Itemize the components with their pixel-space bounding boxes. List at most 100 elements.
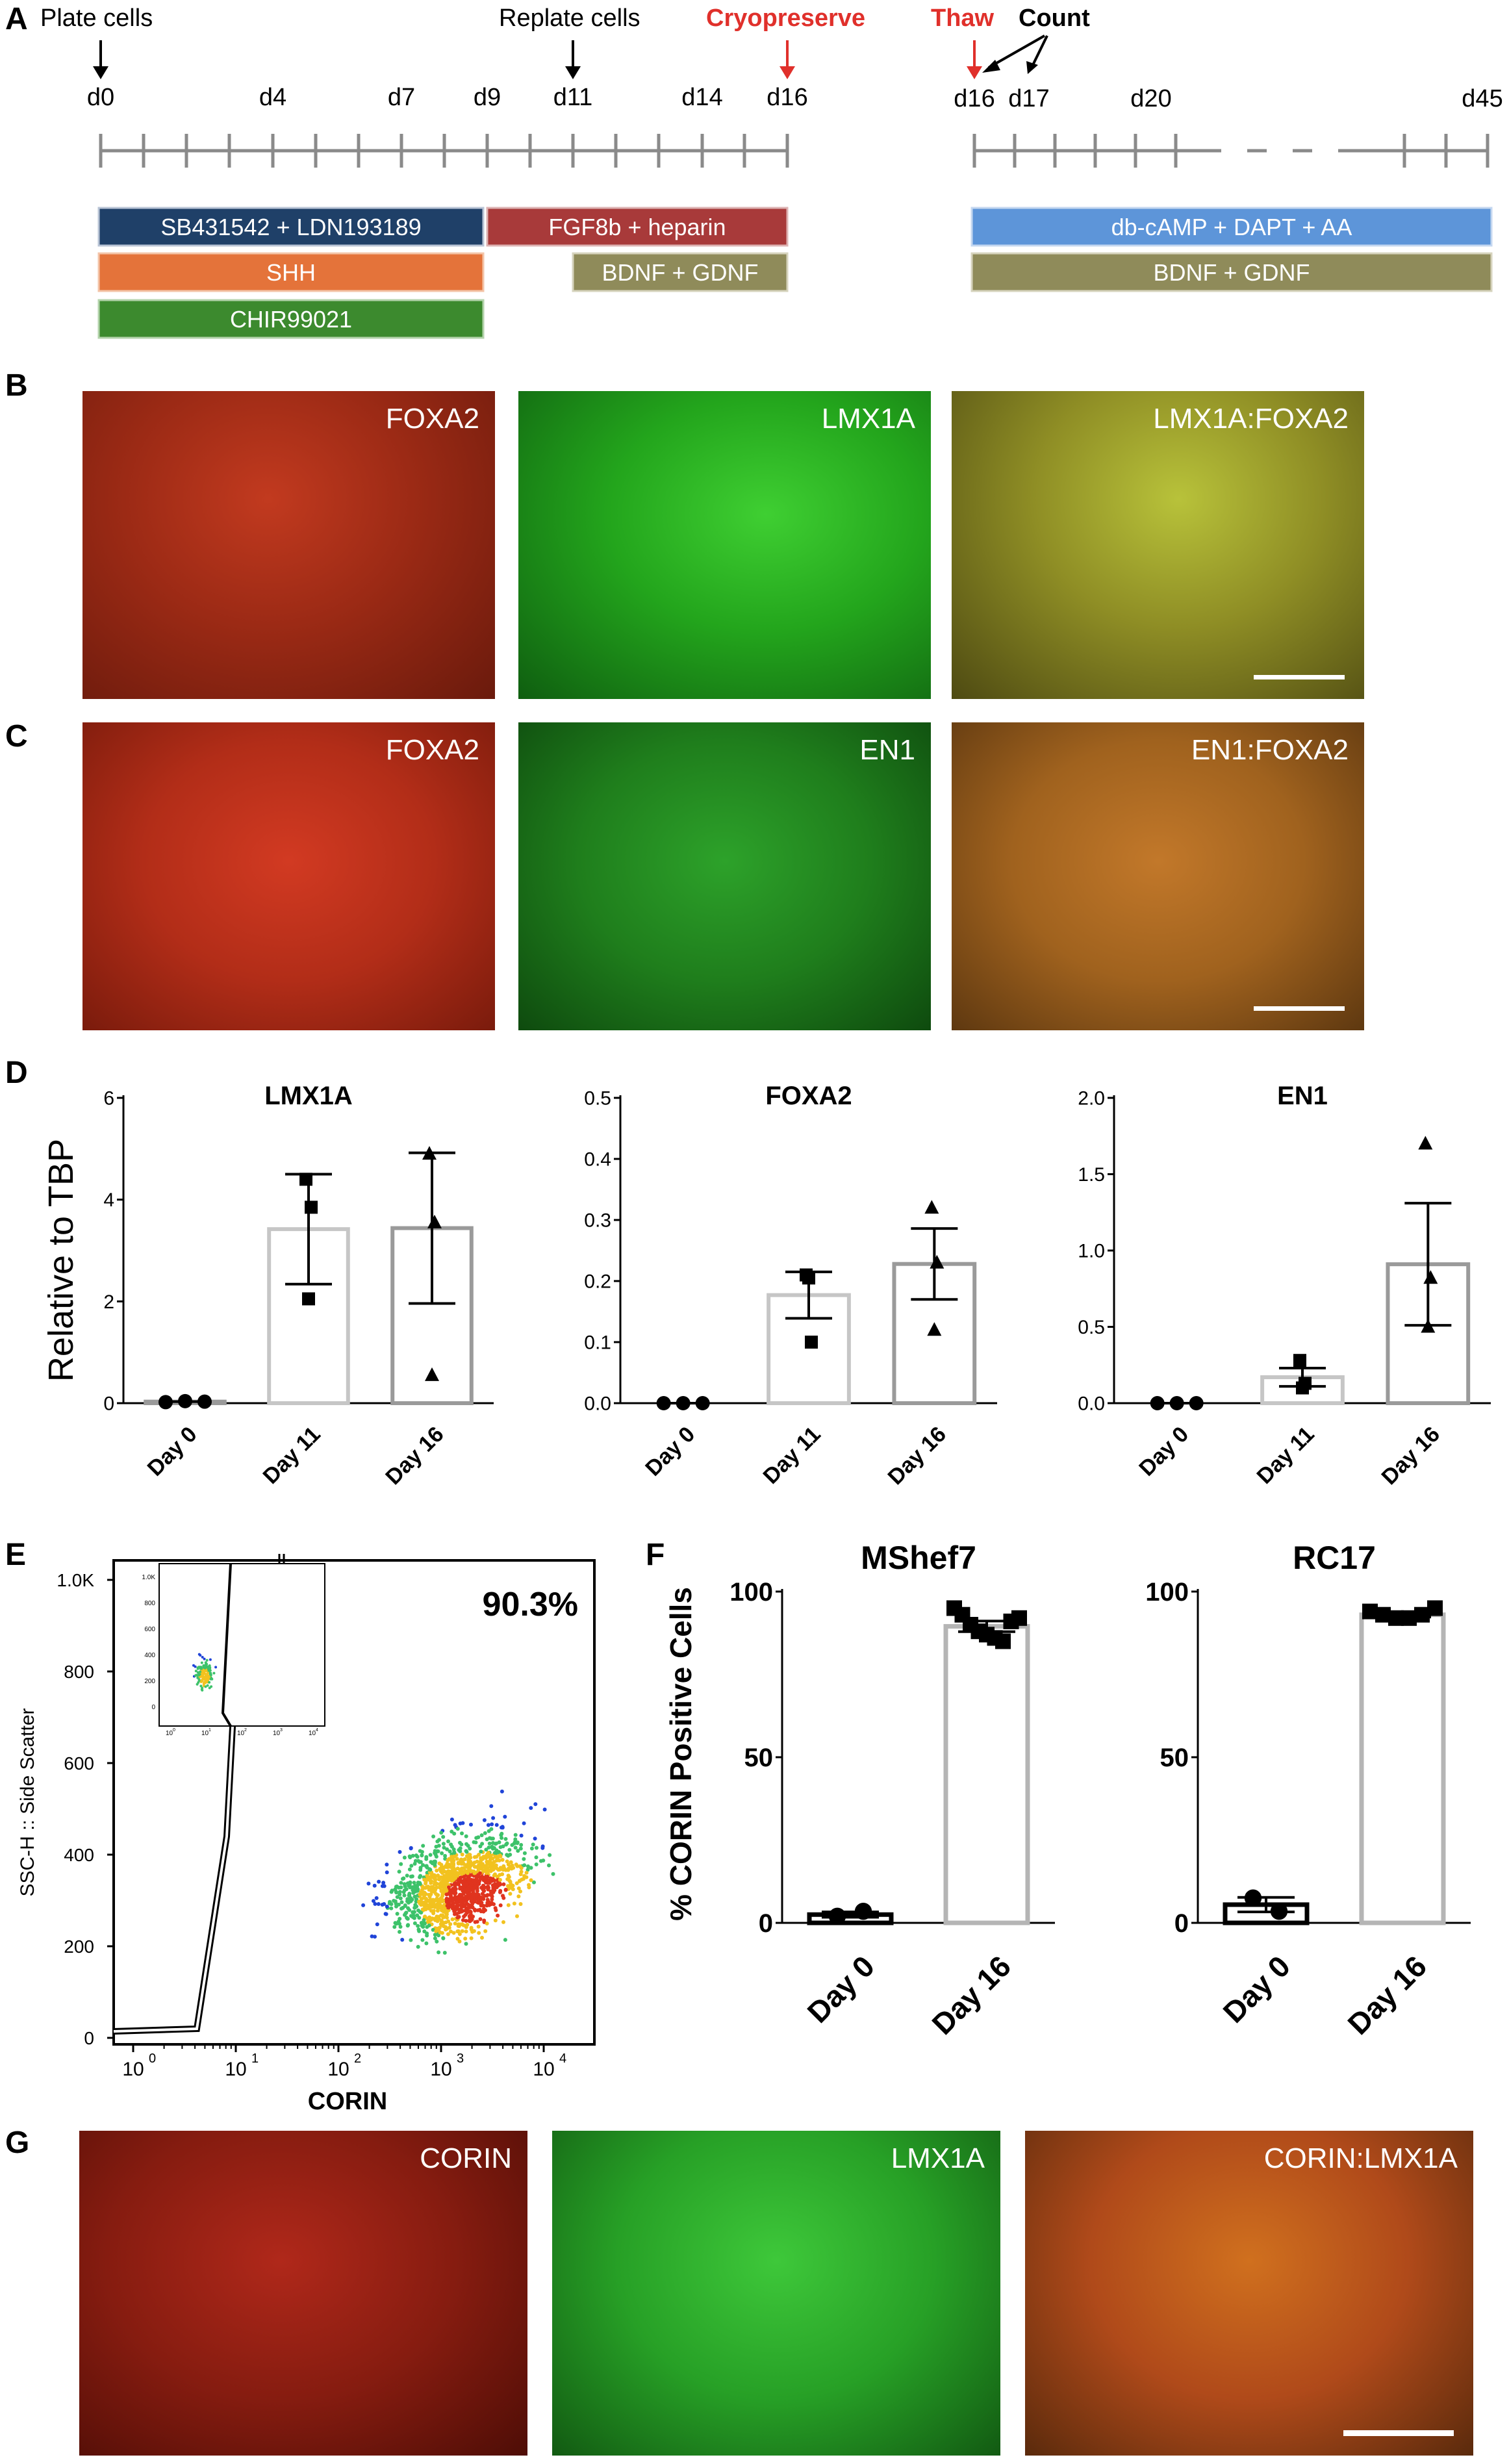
timeline-axis-left	[99, 134, 789, 168]
scatter-point	[470, 1917, 474, 1922]
arrow-plate-icon	[93, 40, 108, 79]
data-point	[995, 1633, 1011, 1649]
scatter-point	[405, 1881, 410, 1886]
category-label: Day 16	[381, 1422, 448, 1490]
scatter-point	[461, 1918, 465, 1922]
treatment-label-bdnf-right: BDNF + GDNF	[1153, 259, 1310, 286]
scatter-point	[533, 1802, 538, 1807]
scatter-point	[410, 1898, 414, 1902]
scatter-point	[467, 1918, 472, 1923]
chart-lmx1a: 0 2 4 6 LMX1A Day 0 Day 11 Day 16	[103, 1082, 494, 1490]
scatter-point	[539, 1859, 543, 1863]
timeline-figure: Plate cells Replate cells Cryopreserve T…	[40, 5, 1503, 339]
scatter-point	[456, 1929, 461, 1933]
micrograph-g-merge: CORIN:LMX1A	[1025, 2131, 1473, 2456]
chart-title: FOXA2	[765, 1082, 852, 1110]
inset-point	[201, 1656, 204, 1658]
scatter-point	[468, 1867, 472, 1872]
scatter-point	[412, 1894, 417, 1899]
day-label: d9	[474, 84, 501, 111]
panel-f-charts: % CORIN Positive Cells 0 50 100 MShef7 Day 0…	[664, 1540, 1471, 2041]
x-tick-exponent: 2	[354, 2051, 361, 2066]
scatter-point	[428, 1900, 433, 1905]
scatter-point	[519, 1866, 524, 1870]
scatter-point	[468, 1884, 473, 1888]
inset-point	[192, 1664, 195, 1667]
scatter-point	[422, 1892, 426, 1896]
scatter-point	[441, 1835, 446, 1839]
scatter-point	[407, 1898, 411, 1902]
micrograph-label: EN1:FOXA2	[1191, 734, 1349, 766]
scatter-point	[548, 1853, 552, 1857]
scatter-point	[427, 1892, 431, 1897]
scatter-point	[385, 1904, 389, 1909]
scatter-point	[491, 1816, 496, 1820]
scatter-point	[494, 1823, 499, 1827]
scatter-point	[445, 1903, 450, 1908]
scatter-point	[370, 1934, 374, 1938]
scatter-point	[487, 1846, 491, 1849]
inset-point	[205, 1681, 209, 1684]
scatter-point	[547, 1863, 551, 1868]
inset-point	[199, 1684, 203, 1688]
scatter-point	[490, 1841, 495, 1845]
y-tick-label: 0.1	[584, 1332, 611, 1354]
scatter-point	[420, 1938, 425, 1942]
event-replate-cells: Replate cells	[499, 5, 640, 32]
scatter-point	[424, 1881, 428, 1886]
scatter-point	[531, 1842, 535, 1847]
scatter-point	[385, 1870, 389, 1875]
micrograph-c-foxa2: FOXA2	[82, 722, 495, 1030]
data-point	[854, 1902, 872, 1920]
scatter-point	[399, 1900, 404, 1905]
scatter-point	[515, 1840, 520, 1845]
scatter-point	[372, 1883, 377, 1888]
day-label: d11	[553, 84, 593, 111]
scatter-point	[522, 1857, 526, 1861]
scatter-point	[486, 1870, 490, 1874]
event-plate-cells: Plate cells	[40, 5, 153, 32]
day-label: d20	[1130, 85, 1171, 112]
scatter-point	[395, 1912, 399, 1916]
y-tick-label: 0.5	[1078, 1317, 1105, 1338]
scatter-point	[485, 1859, 489, 1864]
scatter-point	[486, 1879, 490, 1884]
x-tick-exponent: 4	[559, 2051, 566, 2066]
scatter-point	[463, 1882, 467, 1886]
scatter-point	[402, 1893, 407, 1898]
scatter-point	[485, 1922, 489, 1925]
scatter-point	[503, 1938, 507, 1942]
scatter-point	[428, 1868, 433, 1872]
inset-point	[209, 1666, 212, 1669]
scatter-point	[453, 1823, 457, 1827]
inset-point	[206, 1684, 209, 1687]
treatment-bar-sb-ldn	[97, 207, 485, 247]
scatter-point	[500, 1825, 505, 1829]
y-axis-label: SSC-H :: Side Scatter	[17, 1708, 38, 1896]
scatter-point	[443, 1853, 448, 1858]
scatter-point	[411, 1915, 415, 1920]
scatter-point	[498, 1845, 503, 1849]
scatter-point	[466, 1871, 470, 1875]
scatter-point	[429, 1871, 434, 1875]
scatter-point	[416, 1859, 420, 1863]
scatter-point	[469, 1863, 474, 1868]
scatter-point	[491, 1868, 496, 1872]
inset-point	[199, 1654, 202, 1657]
scatter-point	[488, 1876, 493, 1881]
scatter-point	[516, 1849, 520, 1853]
scatter-point	[409, 1874, 413, 1879]
scatter-point	[458, 1892, 462, 1897]
scatter-point	[476, 1874, 481, 1879]
data-point	[302, 1292, 315, 1306]
scatter-point	[457, 1848, 461, 1852]
scatter-point	[479, 1896, 484, 1899]
scatter-point	[461, 1821, 465, 1825]
scatter-point	[487, 1836, 492, 1840]
data-point	[1011, 1610, 1027, 1626]
scatter-point	[481, 1864, 485, 1869]
scatter-point	[405, 1916, 410, 1921]
y-tick-label: 100	[729, 1578, 773, 1607]
scatter-point	[446, 1932, 450, 1937]
inset-point	[201, 1673, 204, 1676]
